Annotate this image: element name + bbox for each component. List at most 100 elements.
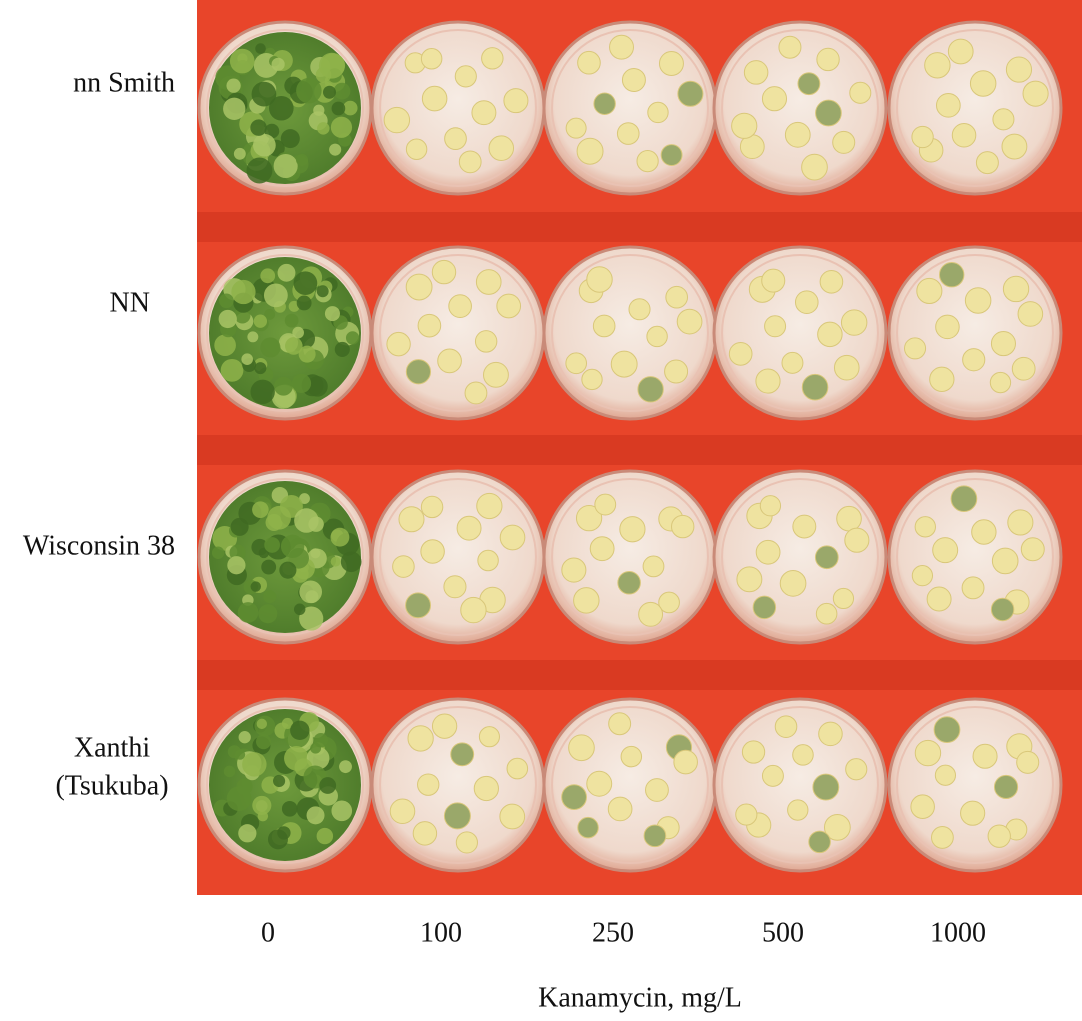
explant — [406, 139, 426, 159]
explant — [474, 776, 498, 800]
explant — [961, 801, 985, 825]
explant — [912, 126, 933, 147]
callus — [250, 119, 266, 135]
explant — [992, 548, 1018, 574]
explant — [762, 269, 785, 292]
callus — [310, 548, 320, 558]
explant — [850, 82, 871, 103]
axis-label: Kanamycin, mg/L — [538, 982, 742, 1013]
explant — [578, 51, 601, 74]
callus — [239, 731, 251, 743]
callus — [297, 296, 312, 311]
explant — [465, 382, 487, 404]
callus — [254, 362, 266, 374]
explant — [1021, 538, 1044, 561]
row-label: (Tsukuba) — [55, 770, 168, 801]
explant — [477, 493, 502, 518]
explant — [648, 102, 668, 122]
callus — [316, 67, 332, 83]
explant — [639, 602, 663, 626]
callus — [334, 83, 351, 100]
callus — [269, 96, 294, 121]
explant — [562, 558, 586, 582]
explant — [765, 316, 786, 337]
petri-dish — [544, 247, 716, 419]
callus — [258, 604, 277, 623]
explant — [461, 597, 486, 622]
callus — [317, 285, 329, 297]
explant — [756, 540, 780, 564]
callus — [264, 283, 288, 307]
callus — [212, 547, 224, 559]
explant — [1018, 302, 1043, 327]
callus — [329, 144, 341, 156]
callus — [323, 86, 336, 99]
petri-dish — [714, 699, 886, 871]
callus — [226, 79, 240, 93]
explant — [816, 603, 837, 624]
callus — [317, 828, 333, 844]
callus — [221, 359, 244, 382]
explant — [951, 486, 977, 512]
callus — [282, 801, 298, 817]
column-label: 500 — [762, 917, 804, 948]
explant — [582, 369, 602, 389]
callus — [268, 829, 288, 849]
petri-dish — [372, 699, 544, 871]
callus — [235, 750, 245, 760]
explant — [593, 315, 615, 337]
explant — [408, 726, 433, 751]
callus — [227, 556, 245, 574]
petri-dish — [714, 247, 886, 419]
explant — [422, 86, 447, 111]
explant — [421, 48, 442, 69]
explant — [445, 128, 467, 150]
dish-rim — [889, 247, 1061, 419]
explant — [577, 138, 603, 164]
callus — [261, 560, 276, 575]
callus — [242, 752, 266, 776]
explant — [587, 267, 612, 292]
explant — [933, 538, 958, 563]
explant — [637, 151, 658, 172]
explant — [793, 515, 816, 538]
explant — [753, 596, 775, 618]
explant — [497, 294, 521, 318]
explant — [500, 804, 525, 829]
explant — [566, 118, 586, 138]
explant — [390, 799, 415, 824]
explant — [972, 520, 996, 544]
explant — [678, 81, 703, 106]
callus — [278, 264, 296, 282]
callus — [253, 134, 276, 157]
column-label: 1000 — [930, 917, 986, 948]
explant — [756, 369, 780, 393]
callus — [272, 58, 285, 71]
explant — [736, 804, 757, 825]
explant — [659, 52, 683, 76]
callus — [308, 516, 323, 531]
callus — [317, 122, 329, 134]
callus — [294, 604, 305, 615]
dish-rim — [889, 699, 1061, 871]
explant — [817, 48, 839, 70]
explant — [566, 353, 587, 374]
explant — [833, 588, 853, 608]
explant — [935, 765, 955, 785]
explant — [802, 154, 828, 180]
explant — [476, 270, 501, 295]
callus — [299, 346, 316, 363]
explant — [646, 779, 669, 802]
explant — [393, 556, 415, 578]
explant — [638, 377, 663, 402]
explant — [643, 556, 664, 577]
explant — [500, 525, 525, 550]
explant — [788, 800, 808, 820]
callus — [313, 105, 324, 116]
callus — [330, 528, 349, 547]
explant — [948, 39, 973, 64]
dish-rim — [714, 471, 886, 643]
explant — [418, 314, 441, 337]
explant — [994, 775, 1017, 798]
explant — [620, 517, 645, 542]
